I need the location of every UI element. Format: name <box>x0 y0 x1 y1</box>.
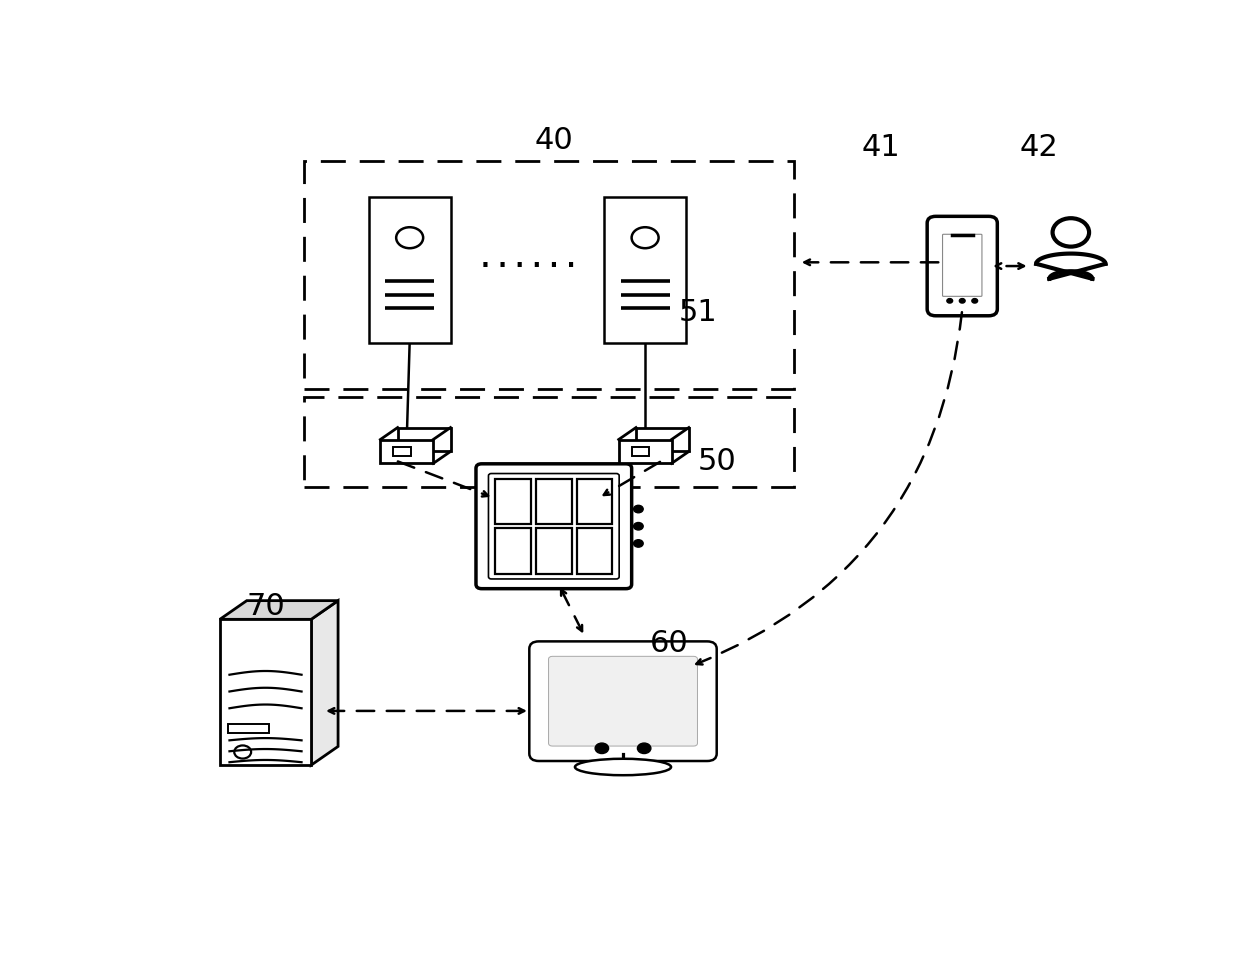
FancyBboxPatch shape <box>928 217 997 316</box>
Bar <box>304 161 794 389</box>
Bar <box>228 724 269 733</box>
FancyBboxPatch shape <box>476 464 631 588</box>
Text: · · · · · ·: · · · · · · <box>481 254 575 278</box>
Bar <box>368 197 450 343</box>
Text: 60: 60 <box>650 629 688 658</box>
FancyBboxPatch shape <box>942 234 982 296</box>
Polygon shape <box>219 601 339 619</box>
Bar <box>304 397 794 486</box>
Bar <box>495 528 531 574</box>
Text: 50: 50 <box>698 448 737 477</box>
Text: 40: 40 <box>534 126 573 155</box>
Bar <box>631 447 649 456</box>
FancyBboxPatch shape <box>489 474 619 579</box>
Circle shape <box>960 298 965 303</box>
Bar <box>577 528 613 574</box>
Bar <box>577 479 613 524</box>
Circle shape <box>634 540 644 548</box>
Text: 70: 70 <box>246 591 285 620</box>
Polygon shape <box>219 619 311 765</box>
Bar <box>381 440 433 463</box>
Text: 42: 42 <box>1019 133 1059 162</box>
Bar <box>495 479 531 524</box>
Polygon shape <box>311 601 339 765</box>
Circle shape <box>634 505 644 513</box>
Bar <box>536 528 572 574</box>
Bar <box>636 427 689 452</box>
FancyBboxPatch shape <box>529 642 717 761</box>
Circle shape <box>595 743 609 753</box>
Circle shape <box>634 522 644 530</box>
Bar <box>536 479 572 524</box>
Bar <box>398 427 450 452</box>
Bar <box>604 197 686 343</box>
Bar <box>393 447 410 456</box>
Circle shape <box>972 298 977 303</box>
Text: 51: 51 <box>678 298 717 327</box>
Circle shape <box>637 743 651 753</box>
Ellipse shape <box>575 758 671 775</box>
Text: 41: 41 <box>861 133 900 162</box>
Circle shape <box>947 298 952 303</box>
Bar <box>619 440 672 463</box>
FancyBboxPatch shape <box>548 656 697 746</box>
